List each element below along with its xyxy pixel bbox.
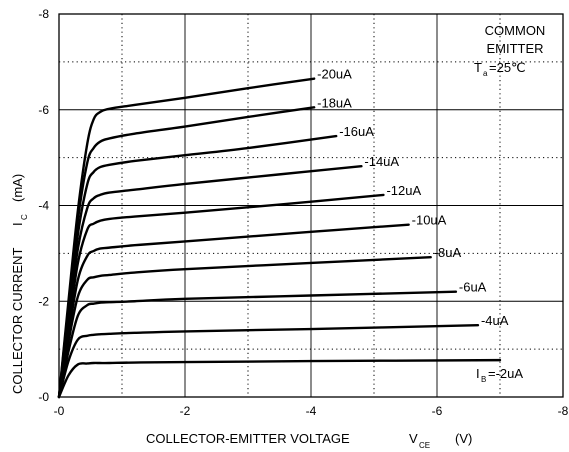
plot-frame <box>58 13 564 398</box>
series-labels: -20uA -18uA -16uA -14uA -12uA -10uA -8uA -6uA -4… <box>317 67 523 385</box>
series-label: -14uA <box>364 154 399 169</box>
y-tick-label: -6 <box>38 103 49 117</box>
annotation-line2: EMITTER <box>486 41 543 56</box>
series-line <box>57 134 338 399</box>
series-line <box>57 106 316 399</box>
series-line <box>57 358 502 399</box>
series-label-value: =-2uA <box>488 366 523 381</box>
x-tick-label: -0 <box>54 404 65 418</box>
x-axis-title: COLLECTOR-EMITTER VOLTAGE <box>146 431 350 446</box>
series-line <box>57 165 363 399</box>
series-label-value: -18uA <box>317 95 352 110</box>
tick-labels: -0 -2 -4 -6 -8 -0 -2 -4 -6 -8 <box>38 7 568 418</box>
series-label-value: -16uA <box>339 124 374 139</box>
series-curves <box>57 77 502 399</box>
y-axis-unit: (mA) <box>10 174 25 202</box>
series-label: -16uA <box>339 124 374 139</box>
x-tick-label: -4 <box>306 404 317 418</box>
series-line <box>57 256 432 399</box>
series-line <box>57 193 385 399</box>
y-axis-label: COLLECTOR CURRENT I C (mA) <box>10 174 29 394</box>
series-label-value: -10uA <box>412 213 447 228</box>
annotation-temp-sub: a <box>483 69 488 78</box>
series-label-value: -6uA <box>459 280 487 295</box>
series-label: -4uA <box>481 313 509 328</box>
y-axis-symbol: I <box>10 222 25 226</box>
y-axis-symbol-sub: C <box>20 214 29 220</box>
series-line <box>57 223 410 399</box>
series-label-value: -14uA <box>364 154 399 169</box>
y-tick-label: -0 <box>38 390 49 404</box>
x-tick-label: -6 <box>432 404 443 418</box>
x-axis-symbol-sub: CE <box>419 441 430 450</box>
series-label: -20uA <box>317 67 352 82</box>
x-axis-label: COLLECTOR-EMITTER VOLTAGE V CE (V) <box>146 431 472 450</box>
annotation-temp-value: =25℃ <box>489 60 526 75</box>
y-tick-label: -8 <box>38 7 49 21</box>
series-label: -10uA <box>412 213 447 228</box>
x-axis-symbol: V <box>409 431 418 446</box>
series-line <box>57 290 458 399</box>
x-tick-label: -2 <box>180 404 191 418</box>
y-tick-label: -4 <box>38 199 49 213</box>
x-tick-label: -8 <box>558 404 569 418</box>
series-label-sub: B <box>481 375 486 384</box>
annotation-line1: COMMON <box>485 23 546 38</box>
series-label: I B =-2uA <box>476 366 523 384</box>
series-label-value: -12uA <box>386 183 421 198</box>
annotation: COMMON EMITTER T a =25℃ <box>474 23 545 78</box>
y-tick-label: -2 <box>38 294 49 308</box>
series-label: -8uA <box>434 245 462 260</box>
series-label: -6uA <box>459 280 487 295</box>
series-label-value: -20uA <box>317 67 352 82</box>
series-label: -12uA <box>386 183 421 198</box>
series-line <box>57 323 480 399</box>
x-axis-unit: (V) <box>455 431 472 446</box>
series-label: -18uA <box>317 95 352 110</box>
series-label-value: -4uA <box>481 313 509 328</box>
annotation-temp-symbol: T <box>474 60 482 75</box>
series-label-symbol: I <box>476 366 480 381</box>
series-label-value: -8uA <box>434 245 462 260</box>
y-axis-title: COLLECTOR CURRENT <box>10 248 25 394</box>
